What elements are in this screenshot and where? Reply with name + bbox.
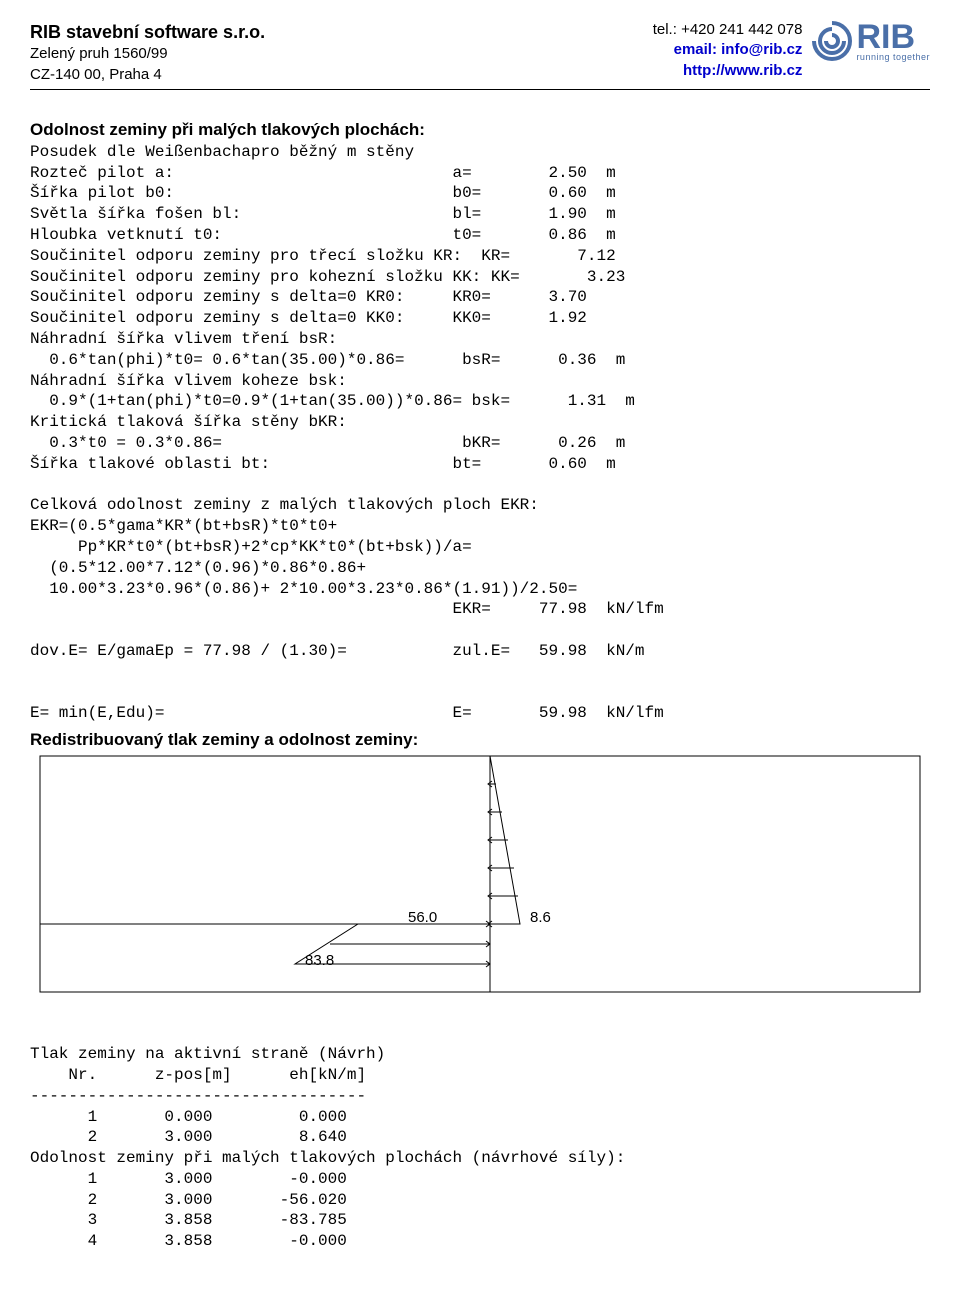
calc-block-2: Celková odolnost zeminy z malých tlakový… <box>30 475 930 662</box>
table-block: Tlak zeminy na aktivní straně (Návrh) Nr… <box>30 1044 930 1252</box>
section-title-2: Redistribuovaný tlak zeminy a odolnost z… <box>30 730 930 750</box>
logo-tagline: running together <box>856 52 930 62</box>
diagram-svg <box>30 754 930 1034</box>
email-line: email: info@rib.cz <box>653 40 803 60</box>
company-name: RIB stavební software s.r.o. <box>30 20 265 44</box>
telephone: tel.: +420 241 442 078 <box>653 20 803 40</box>
pressure-diagram: 56.0 8.6 83.8 <box>30 754 930 1034</box>
header-contact: tel.: +420 241 442 078 email: info@rib.c… <box>653 20 803 81</box>
logo-text-block: RIB running together <box>856 20 930 62</box>
email-value: info@rib.cz <box>721 41 802 58</box>
calc-block-3: E= min(E,Edu)= E= 59.98 kN/lfm <box>30 662 930 724</box>
diagram-bottom-value: 83.8 <box>305 952 334 969</box>
address-line-1: Zelený pruh 1560/99 <box>30 44 265 64</box>
logo: RIB running together <box>812 20 930 62</box>
calc-block-1: Posudek dle Weißenbachapro běžný m stěny… <box>30 142 930 475</box>
logo-text: RIB <box>856 20 930 54</box>
diagram-left-value: 56.0 <box>408 909 437 926</box>
email-label: email: <box>674 41 722 58</box>
section-title-1: Odolnost zeminy při malých tlakových plo… <box>30 120 930 140</box>
web-line: http://www.rib.cz <box>653 61 803 81</box>
header-address: RIB stavební software s.r.o. Zelený pruh… <box>30 20 265 85</box>
logo-swirl-icon <box>812 21 852 61</box>
page-header: RIB stavební software s.r.o. Zelený pruh… <box>30 20 930 90</box>
diagram-right-value: 8.6 <box>530 909 551 926</box>
web-value: http://www.rib.cz <box>683 62 802 79</box>
address-line-2: CZ-140 00, Praha 4 <box>30 65 265 85</box>
header-right: tel.: +420 241 442 078 email: info@rib.c… <box>653 20 930 81</box>
